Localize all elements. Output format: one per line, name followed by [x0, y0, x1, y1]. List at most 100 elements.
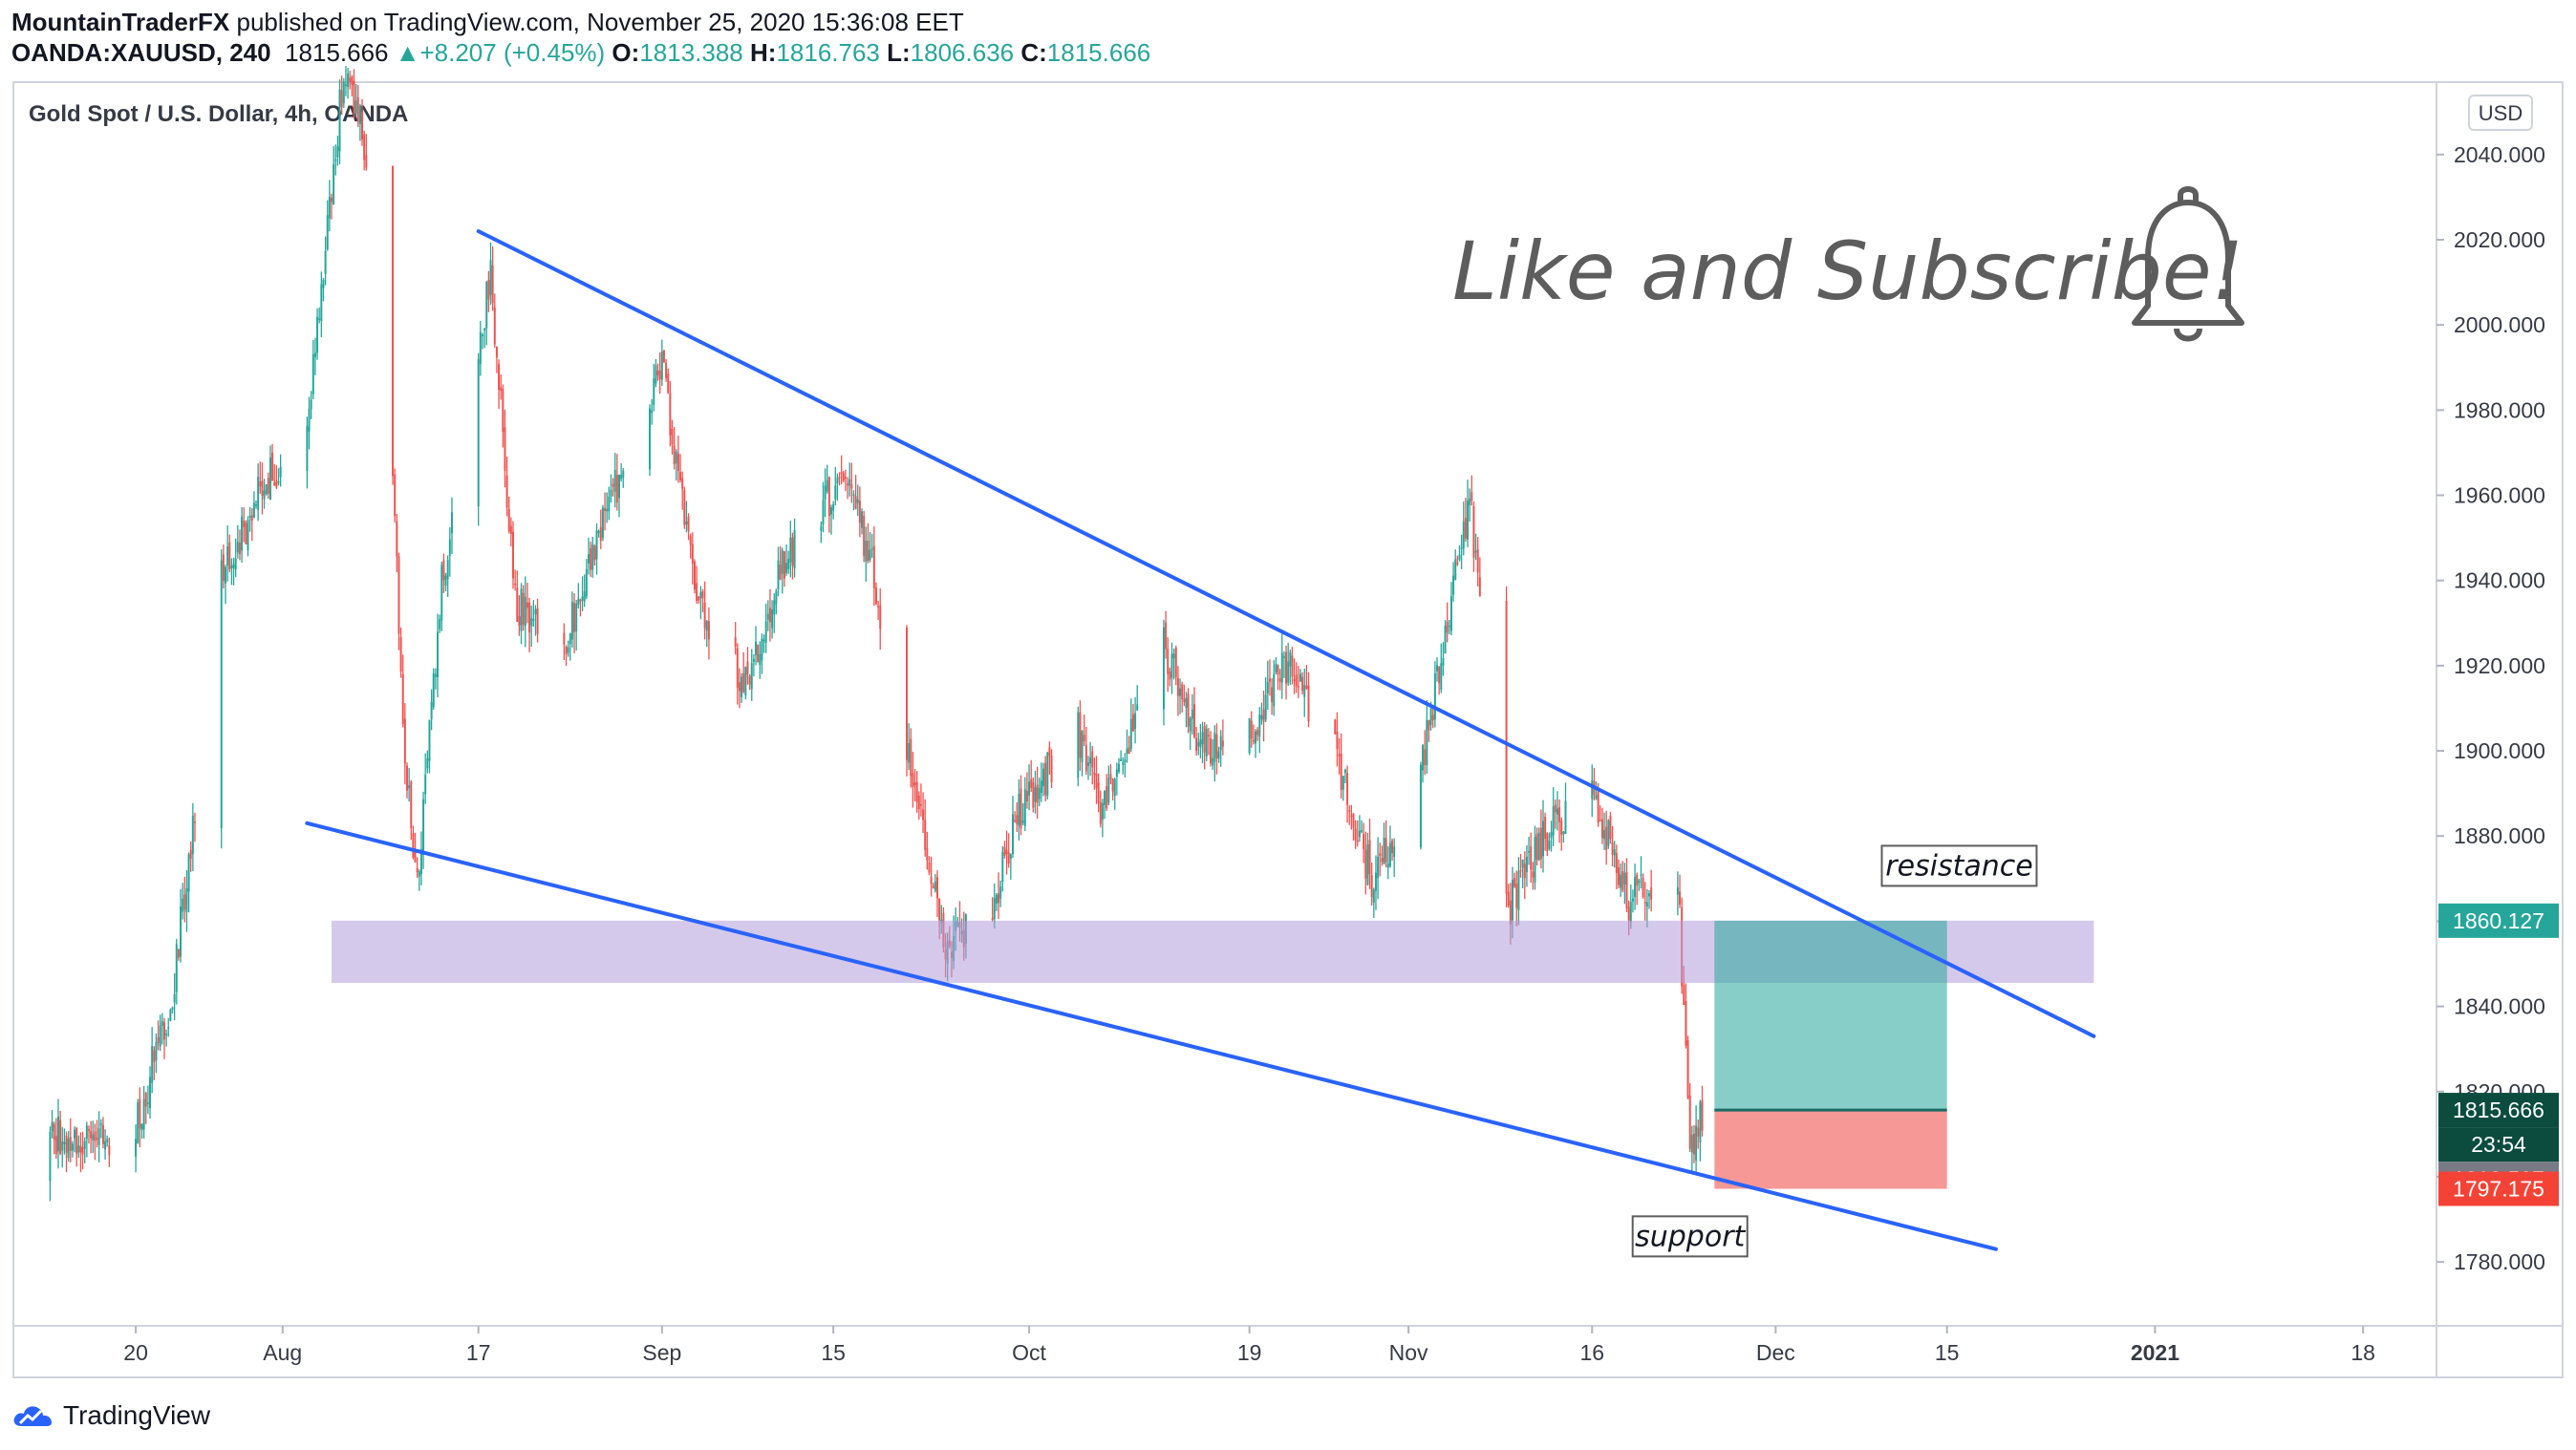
candle-body: [1383, 838, 1385, 864]
candle-body: [1201, 732, 1204, 745]
candle-body: [1460, 547, 1463, 549]
candle-body: [1084, 745, 1087, 772]
candle-body: [1449, 596, 1452, 631]
change-up-icon: ▲: [395, 38, 420, 67]
candle-body: [67, 1138, 70, 1159]
low-label: L:: [887, 38, 911, 67]
candle-body: [353, 80, 355, 114]
candle-body: [698, 596, 700, 601]
candle-body: [504, 427, 506, 471]
candle-body: [1532, 871, 1535, 878]
candle-body: [1381, 858, 1384, 863]
candle-body: [257, 477, 260, 510]
candle-body: [1030, 778, 1033, 788]
candle-body: [867, 541, 869, 562]
candle-body: [1528, 851, 1531, 853]
candle-body: [1391, 841, 1394, 854]
currency-button[interactable]: [2468, 95, 2533, 131]
x-tick-label: Nov: [1389, 1340, 1428, 1365]
candle-body: [748, 675, 751, 685]
x-tick-label: 18: [2351, 1340, 2375, 1365]
candle-body: [1643, 902, 1646, 904]
candle-body: [850, 483, 853, 489]
candle-body: [779, 565, 782, 580]
candle-body: [1625, 872, 1628, 908]
candle-body: [416, 867, 419, 872]
chart-title: Gold Spot / U.S. Dollar, 4h, OANDA: [29, 101, 408, 127]
candle-body: [365, 155, 368, 168]
bar-countdown-label: 23:54: [2471, 1132, 2526, 1157]
candle-body: [1172, 653, 1175, 659]
candle-body: [1046, 753, 1049, 796]
candle-body: [783, 551, 785, 579]
candle-body: [1554, 804, 1556, 813]
candle-body: [437, 631, 440, 677]
tradingview-logo[interactable]: TradingView: [11, 1397, 210, 1435]
x-tick-label: 17: [466, 1340, 491, 1365]
candle-body: [573, 603, 576, 632]
candle-body: [173, 993, 176, 1003]
candle-body: [917, 795, 920, 809]
candle-body: [56, 1116, 59, 1152]
candle-body: [1438, 666, 1441, 684]
candle-body: [1278, 678, 1281, 682]
y-tick-label: 1980.000: [2454, 397, 2545, 422]
author-name[interactable]: MountainTraderFX: [11, 8, 230, 36]
candle-body: [439, 619, 441, 629]
candle-body: [1364, 849, 1367, 879]
candle-body: [671, 428, 674, 445]
candle-body: [593, 545, 596, 561]
candle-body: [440, 565, 443, 621]
candle-body: [106, 1139, 109, 1142]
candle-body: [606, 508, 609, 512]
candle-body: [1273, 673, 1276, 707]
candle-body: [1429, 708, 1432, 725]
candle-body: [755, 641, 758, 655]
candle-body: [1285, 651, 1288, 684]
candle-body: [848, 479, 851, 486]
candle-body: [610, 489, 612, 497]
candle-body: [511, 531, 514, 579]
candle-body: [536, 608, 539, 634]
candle-body: [1117, 763, 1120, 772]
candle-body: [861, 511, 864, 528]
candle-body: [705, 621, 708, 631]
candle-body: [1248, 718, 1251, 754]
candle-body: [865, 540, 868, 562]
candle-body: [863, 515, 866, 557]
candle-body: [328, 197, 331, 219]
x-tick-label: 15: [821, 1340, 846, 1365]
candle-body: [94, 1131, 97, 1141]
candle-body: [741, 676, 743, 697]
candle-body: [444, 575, 447, 586]
candle-body: [679, 472, 682, 480]
x-tick-label: 16: [1579, 1340, 1604, 1365]
candle-body: [869, 549, 871, 561]
close-label: C:: [1020, 38, 1047, 67]
candle-body: [822, 500, 825, 525]
candle-body: [870, 548, 873, 550]
candle-body: [247, 520, 249, 551]
candle-body: [1613, 849, 1616, 856]
bar-countdown-label-bg: [2438, 1127, 2559, 1162]
candle-body: [1048, 747, 1051, 757]
candle-body: [585, 568, 588, 597]
candle-body: [1101, 802, 1104, 821]
candle-body: [1295, 674, 1298, 687]
candle-body: [1648, 893, 1651, 897]
candle-body: [1250, 720, 1253, 739]
candle-body: [1287, 661, 1290, 683]
y-tick-label: 1880.000: [2454, 823, 2545, 848]
candle-body: [1686, 1040, 1689, 1098]
candle-body: [910, 738, 912, 777]
candle-body: [1215, 734, 1218, 759]
candle-body: [915, 781, 918, 802]
candle-body: [1179, 688, 1182, 696]
candle-body: [1597, 791, 1599, 823]
candle-body: [514, 583, 517, 586]
candle-body: [306, 426, 309, 471]
candle-body: [1162, 627, 1165, 710]
candle-body: [277, 480, 280, 483]
candle-body: [1374, 872, 1377, 891]
